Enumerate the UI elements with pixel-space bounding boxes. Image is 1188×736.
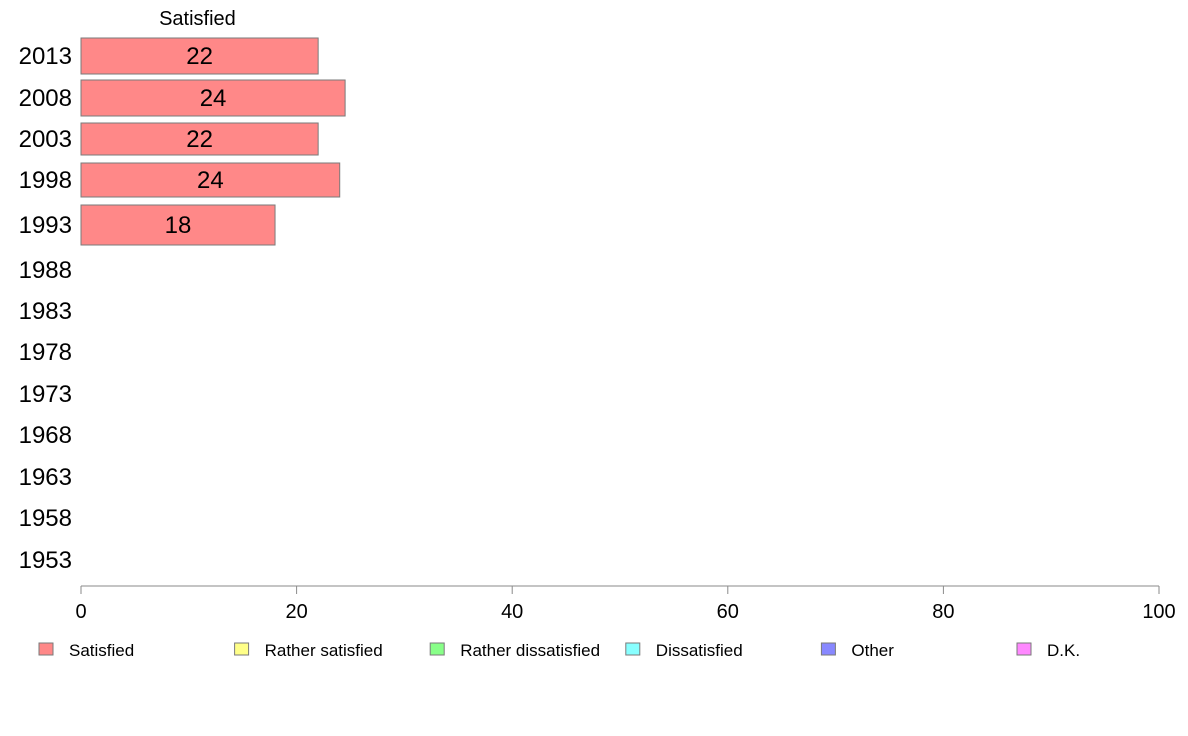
category-label-1958: 1958 xyxy=(19,505,72,532)
category-label-1998: 1998 xyxy=(19,167,72,194)
category-label-2003: 2003 xyxy=(19,126,72,153)
column-header-label: Satisfied xyxy=(159,8,236,30)
bar-2003-satisfied xyxy=(80,122,319,156)
category-label-1973: 1973 xyxy=(19,381,72,408)
x-tick-label-40: 40 xyxy=(501,601,523,623)
category-label-1988: 1988 xyxy=(19,257,72,284)
x-tick-label-60: 60 xyxy=(717,601,739,623)
legend-label-d-k: D.K. xyxy=(1047,641,1080,660)
category-label-2013: 2013 xyxy=(19,43,72,70)
category-label-1983: 1983 xyxy=(19,298,72,325)
legend: Satisfied Rather satisfied Rather dissatis… xyxy=(38,641,1080,660)
legend-swatch-rather-satisfied xyxy=(234,642,250,656)
category-label-1968: 1968 xyxy=(19,422,72,449)
legend-label-satisfied: Satisfied xyxy=(69,641,134,660)
bar-value-label-1998: 24 xyxy=(197,167,224,194)
bar-1998-satisfied xyxy=(80,162,341,198)
column-header: Satisfied xyxy=(159,8,236,30)
legend-swatch-other xyxy=(820,642,836,656)
bar-value-label-2013: 22 xyxy=(186,43,213,70)
category-label-1993: 1993 xyxy=(19,212,72,239)
legend-swatch-satisfied xyxy=(38,642,54,656)
bar-value-label-2003: 22 xyxy=(186,126,213,153)
legend-swatch-d-k xyxy=(1016,642,1032,656)
category-label-2008: 2008 xyxy=(19,85,72,112)
category-label-1953: 1953 xyxy=(19,547,72,574)
bar-2008-satisfied xyxy=(80,79,346,117)
bar-value-label-2008: 24 xyxy=(200,85,227,112)
legend-swatch-rather-dissatisfied xyxy=(429,642,445,656)
value-axis: 0 20 40 60 80 100 xyxy=(75,585,1176,623)
category-axis: 2013 2008 2003 1998 1993 1988 1983 1978 1973 1968… xyxy=(19,43,72,574)
legend-label-rather-dissatisfied: Rather dissatisfied xyxy=(460,641,600,660)
x-tick-label-80: 80 xyxy=(932,601,954,623)
legend-swatch-dissatisfied xyxy=(625,642,641,656)
bar-1993-satisfied xyxy=(80,204,276,246)
bar-value-label-1993: 18 xyxy=(165,212,192,239)
x-tick-label-20: 20 xyxy=(285,601,307,623)
bar-2013-satisfied xyxy=(80,37,319,75)
category-label-1978: 1978 xyxy=(19,339,72,366)
legend-label-dissatisfied: Dissatisfied xyxy=(656,641,743,660)
legend-label-other: Other xyxy=(851,641,894,660)
legend-label-rather-satisfied: Rather satisfied xyxy=(265,641,383,660)
category-label-1963: 1963 xyxy=(19,464,72,491)
x-tick-label-100: 100 xyxy=(1142,601,1175,623)
x-tick-label-0: 0 xyxy=(75,601,86,623)
